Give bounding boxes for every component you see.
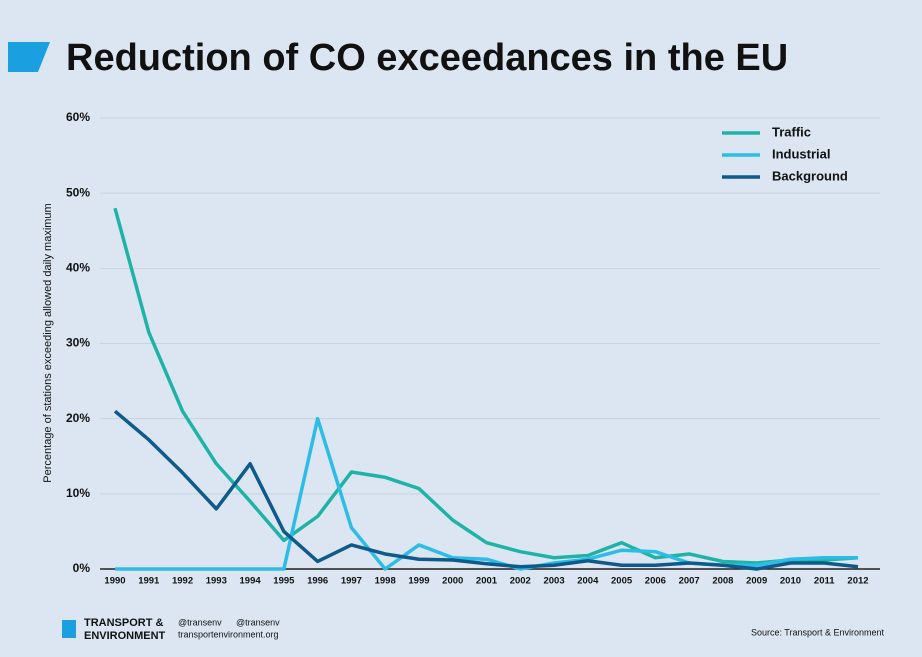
y-tick-label: 10%	[66, 486, 90, 500]
brand: ENVIRONMENT	[84, 630, 166, 642]
x-tick-label: 1995	[273, 576, 295, 587]
brand: TRANSPORT &	[84, 617, 164, 629]
y-tick-label: 40%	[66, 261, 90, 275]
source: Source: Transport & Environment	[751, 627, 885, 637]
legend-label: Industrial	[772, 146, 831, 161]
footer: TRANSPORT & ENVIRONMENT @transenv @trans…	[62, 617, 884, 642]
x-tick-label: 1996	[307, 576, 328, 587]
x-tick-label: 2000	[442, 576, 463, 587]
y-tick-label: 60%	[66, 110, 90, 124]
x-tick-label: 2002	[510, 576, 531, 587]
x-tick-label: 2008	[712, 576, 733, 587]
y-tick-label: 0%	[73, 561, 91, 575]
x-tick-label: 2006	[645, 576, 666, 587]
y-tick-label: 30%	[66, 336, 90, 350]
line	[113, 207, 859, 565]
x-tick-label: 1994	[240, 576, 262, 587]
chart-title: Reduction of CO exceedances in the EU	[66, 37, 788, 79]
logo	[62, 620, 76, 638]
x-tick-label: 2005	[611, 576, 633, 587]
x-tick-label: 1999	[408, 576, 429, 587]
x-tick-label: 1992	[172, 576, 193, 587]
y-tick-label: 20%	[66, 411, 90, 425]
x-tick-label: 1998	[375, 576, 396, 587]
x-tick-label: 2011	[814, 576, 835, 587]
legend-label: Background	[772, 168, 848, 183]
line	[113, 409, 859, 571]
legend-label: Traffic	[772, 124, 811, 139]
x-tick-label: 2009	[746, 576, 767, 587]
x-tick-label: 2012	[847, 576, 868, 587]
x-tick-label: 1997	[341, 576, 362, 587]
twitter: @transenv	[178, 617, 222, 627]
y-tick-label: 50%	[66, 185, 90, 199]
website: transportenvironment.org	[178, 629, 279, 639]
title-marker	[8, 42, 50, 72]
x-tick-label: 2001	[476, 576, 498, 587]
x-tick-label: 2007	[679, 576, 700, 587]
facebook: @transenv	[236, 617, 280, 627]
x-tick-label: 2010	[780, 576, 801, 587]
x-tick-label: 2004	[577, 576, 599, 587]
x-tick-label: 2003	[543, 576, 564, 587]
y-axis-label: Percentage of stations exceeding allowed…	[42, 203, 54, 482]
x-tick-label: 1991	[138, 576, 160, 587]
x-tick-label: 1993	[206, 576, 227, 587]
x-tick-label: 1990	[104, 576, 125, 587]
